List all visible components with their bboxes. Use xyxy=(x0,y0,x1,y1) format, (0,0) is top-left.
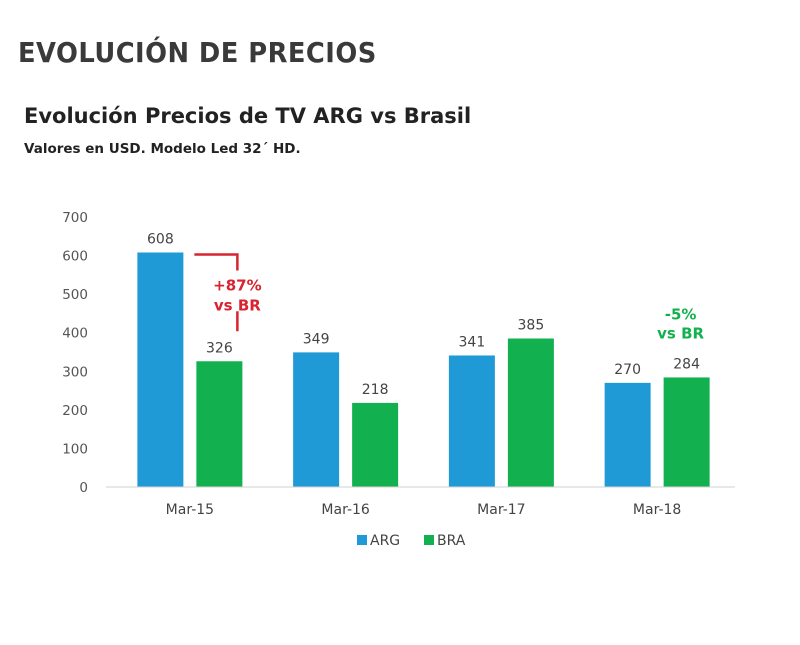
y-tick-label: 500 xyxy=(62,287,88,303)
bar-value-label: 326 xyxy=(206,340,233,356)
bar-arg-mar-17 xyxy=(448,355,495,487)
bar-value-label: 349 xyxy=(303,331,330,347)
y-tick-label: 200 xyxy=(62,403,88,419)
chart-title: Evolución Precios de TV ARG vs Brasil xyxy=(24,104,472,128)
bar-value-label: 270 xyxy=(614,362,641,378)
annotation-text: +87% xyxy=(213,276,261,294)
bar-bra-mar-16 xyxy=(352,402,399,487)
x-tick-label: Mar-18 xyxy=(633,502,681,518)
y-axis: 0 100 200 300 400 500 600 700 xyxy=(62,210,88,496)
y-tick-label: 400 xyxy=(62,326,88,342)
bar-value-label: 385 xyxy=(518,318,545,334)
y-tick-label: 300 xyxy=(62,364,88,380)
y-tick-label: 100 xyxy=(62,441,88,457)
annotation-text: -5% xyxy=(665,305,697,323)
value-labels: 608 326 349 218 341 385 270 284 xyxy=(147,231,700,397)
bar-value-label: 218 xyxy=(362,382,389,398)
annotations: +87%vs BR -5%vs BR xyxy=(194,253,705,342)
annotation-text: vs BR xyxy=(657,324,704,342)
legend-label-arg: ARG xyxy=(370,533,400,549)
bar-arg-mar-16 xyxy=(293,352,340,487)
slide-title: EVOLUCIÓN DE PRECIOS xyxy=(18,36,377,69)
legend-swatch-bra xyxy=(424,535,434,545)
chart-subtitle: Valores en USD. Modelo Led 32´ HD. xyxy=(24,141,301,157)
bar-value-label: 284 xyxy=(673,356,700,372)
y-tick-label: 0 xyxy=(79,480,88,496)
x-tick-label: Mar-15 xyxy=(166,502,214,518)
bars xyxy=(137,252,710,487)
y-tick-label: 600 xyxy=(62,249,88,265)
x-axis: Mar-15 Mar-16 Mar-17 Mar-18 xyxy=(106,486,735,518)
annotation-bracket-top xyxy=(194,253,239,271)
bar-bra-mar-18 xyxy=(663,377,710,487)
bar-value-label: 341 xyxy=(459,334,486,350)
x-tick-label: Mar-17 xyxy=(477,502,525,518)
bar-arg-mar-15 xyxy=(137,252,184,487)
y-tick-label: 700 xyxy=(62,210,88,226)
legend-swatch-arg xyxy=(357,535,367,545)
x-tick-label: Mar-16 xyxy=(321,502,369,518)
bar-value-label: 608 xyxy=(147,231,174,247)
bar-bra-mar-15 xyxy=(196,361,243,487)
annotation-text: vs BR xyxy=(214,296,261,314)
bar-bra-mar-17 xyxy=(507,338,554,487)
bar-arg-mar-18 xyxy=(604,382,651,487)
legend-label-bra: BRA xyxy=(437,533,466,549)
legend: ARG BRA xyxy=(357,533,466,549)
